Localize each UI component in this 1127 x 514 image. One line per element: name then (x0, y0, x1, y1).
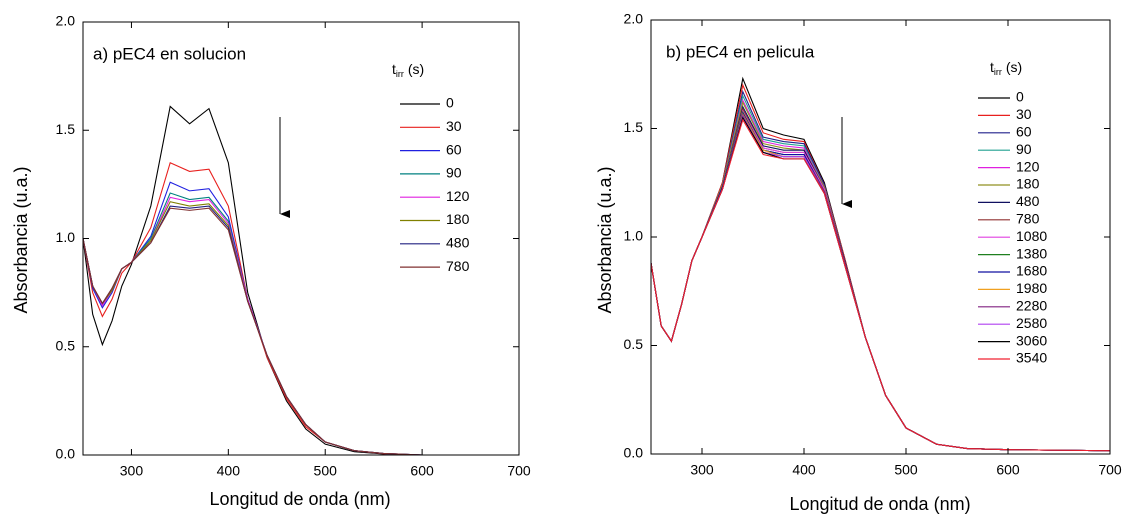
spectrum-line (650, 118, 1111, 452)
legend-label: 1680 (1016, 263, 1047, 279)
legend-label: 480 (1016, 193, 1040, 209)
legend-title-sub: irr (994, 67, 1002, 77)
y-tick-label: 1.0 (624, 228, 644, 244)
y-tick-label: 2.0 (56, 13, 76, 29)
y-tick-label: 1.5 (56, 121, 76, 137)
legend-title: tirr (s) (392, 61, 424, 80)
legend-title-suffix: (s) (408, 61, 424, 77)
panel-label: b) pEC4 en pelicula (666, 42, 815, 61)
y-tick-label: 0.0 (624, 445, 644, 461)
y-tick-label: 1.5 (624, 119, 644, 135)
x-tick-label: 600 (996, 462, 1020, 478)
x-tick-label: 700 (507, 463, 531, 479)
legend-label: 780 (1016, 211, 1040, 227)
legend-label: 120 (446, 188, 470, 204)
legend-label: 2280 (1016, 298, 1047, 314)
legend-label: 3060 (1016, 332, 1047, 348)
y-tick-label: 1.0 (56, 229, 76, 245)
spectrum-line (82, 207, 519, 456)
legend-title-main: t (990, 59, 994, 75)
x-tick-label: 700 (1098, 462, 1122, 478)
legend-label: 0 (1016, 89, 1024, 105)
x-tick-label: 600 (410, 463, 434, 479)
legend-title: tirr (s) (990, 59, 1022, 78)
y-axis-title: Absorbancia (u.a.) (11, 166, 31, 313)
spectrum-line (650, 105, 1111, 452)
y-axis-title: Absorbancia (u.a.) (595, 166, 615, 313)
x-tick-label: 400 (217, 463, 241, 479)
legend-label: 60 (1016, 124, 1032, 140)
legend-label: 480 (446, 235, 470, 251)
y-tick-label: 0.5 (56, 337, 76, 353)
legend-label: 90 (446, 165, 462, 181)
legend-title-main: t (392, 61, 396, 77)
legend-label: 3540 (1016, 350, 1047, 366)
x-tick-label: 500 (894, 462, 918, 478)
y-tick-label: 2.0 (624, 11, 644, 27)
x-tick-label: 500 (314, 463, 338, 479)
x-axis-title: Longitud de onda (nm) (209, 489, 390, 509)
x-tick-label: 400 (792, 462, 816, 478)
legend-label: 2580 (1016, 315, 1047, 331)
y-tick-label: 0.0 (56, 446, 76, 462)
legend-label: 1380 (1016, 245, 1047, 261)
legend-label: 120 (1016, 158, 1040, 174)
legend-label: 30 (1016, 106, 1032, 122)
legend-label: 30 (446, 118, 462, 134)
legend-label: 0 (446, 95, 454, 111)
legend-label: 90 (1016, 141, 1032, 157)
x-tick-label: 300 (690, 462, 714, 478)
y-tick-label: 0.5 (624, 336, 644, 352)
panel-label: a) pEC4 en solucion (93, 44, 246, 63)
legend-label: 780 (446, 258, 470, 274)
legend-label: 180 (446, 211, 470, 227)
x-axis-title: Longitud de onda (nm) (789, 494, 970, 514)
legend-label: 60 (446, 141, 462, 157)
legend-label: 180 (1016, 176, 1040, 192)
legend-title-suffix: (s) (1006, 59, 1022, 75)
spectrum-line (82, 105, 519, 456)
spectrum-line (82, 161, 519, 456)
legend-label: 1980 (1016, 280, 1047, 296)
x-tick-label: 300 (120, 463, 144, 479)
legend-title-sub: irr (396, 69, 404, 79)
legend-label: 1080 (1016, 228, 1047, 244)
